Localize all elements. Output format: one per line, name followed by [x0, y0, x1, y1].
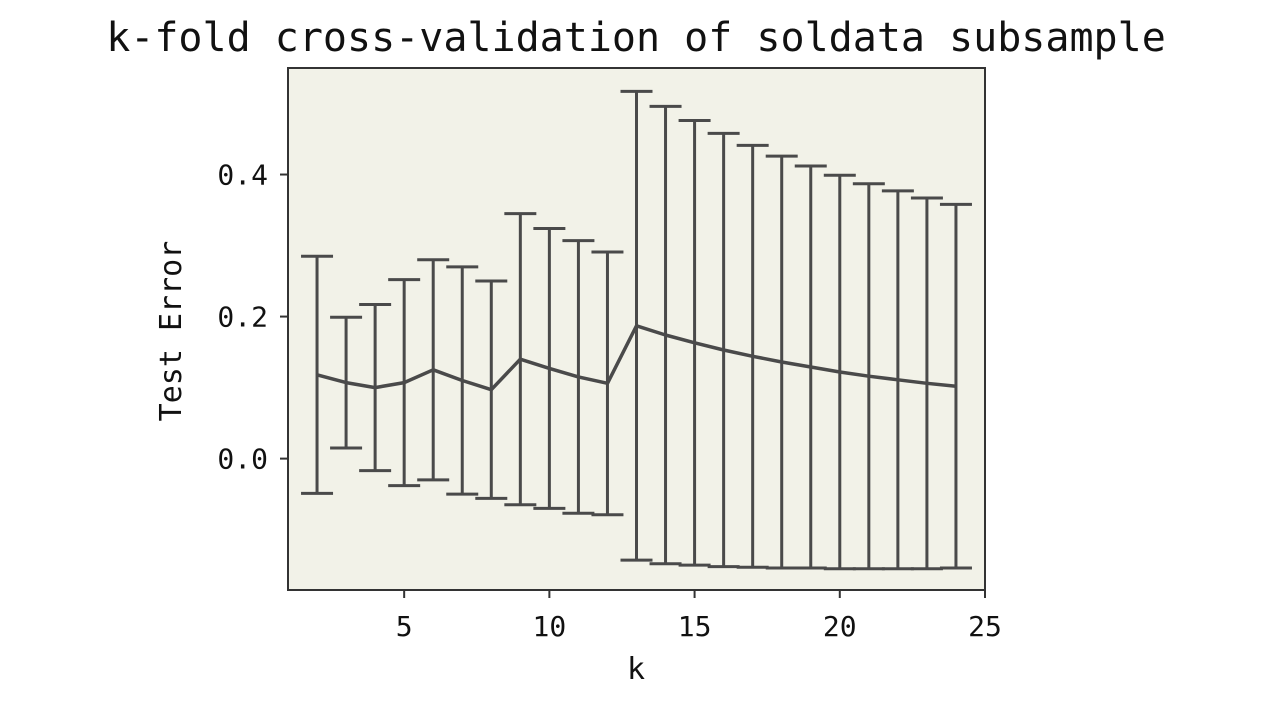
x-axis: 5 10 15 20 25: [396, 590, 1002, 643]
chart-title: k-fold cross-validation of soldata subsa…: [106, 15, 1166, 61]
x-tick-label: 20: [823, 610, 857, 643]
y-axis-label: Test Error: [154, 241, 189, 422]
x-axis-label: k: [627, 652, 645, 687]
x-tick-label: 10: [533, 610, 567, 643]
x-tick-label: 15: [678, 610, 712, 643]
y-axis: 0.0 0.2 0.4: [217, 159, 288, 476]
y-tick-label: 0.2: [217, 301, 268, 334]
series-line: [316, 324, 957, 392]
y-tick-label: 0.4: [217, 159, 268, 192]
x-tick-label: 5: [396, 610, 413, 643]
x-tick-label: 25: [968, 610, 1002, 643]
y-tick-label: 0.0: [217, 443, 268, 476]
